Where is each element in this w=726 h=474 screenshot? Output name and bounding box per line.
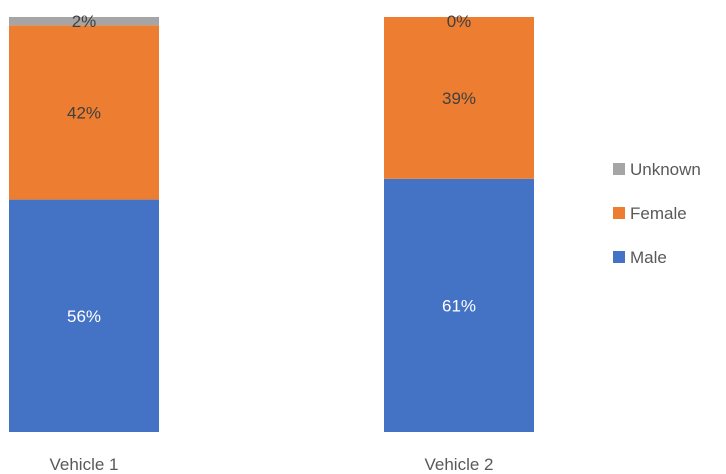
bar-female-vehicle-2	[384, 17, 534, 179]
plot-area: 56% 42% 2% 61% 39% 0%	[9, 12, 534, 432]
bar-female-vehicle-1	[9, 25, 159, 200]
legend-swatch-unknown	[613, 163, 625, 175]
legend: Unknown Female Male	[613, 160, 701, 267]
data-label-male-vehicle-1: 56%	[67, 307, 101, 326]
x-tick-label-vehicle-1: Vehicle 1	[50, 455, 119, 474]
data-label-male-vehicle-2: 61%	[442, 296, 476, 315]
data-label-female-vehicle-2: 39%	[442, 89, 476, 108]
x-axis: Vehicle 1 Vehicle 2	[50, 455, 494, 474]
legend-label-male: Male	[630, 248, 667, 267]
x-tick-label-vehicle-2: Vehicle 2	[425, 455, 494, 474]
bar-male-vehicle-2	[384, 178, 534, 432]
data-label-female-vehicle-1: 42%	[67, 103, 101, 122]
legend-swatch-female	[613, 207, 625, 219]
legend-label-unknown: Unknown	[630, 160, 701, 179]
bar-unknown-vehicle-1	[9, 17, 159, 26]
data-label-unknown-vehicle-1: 2%	[72, 12, 97, 31]
bar-male-vehicle-1	[9, 199, 159, 432]
data-label-unknown-vehicle-2: 0%	[447, 12, 472, 31]
legend-label-female: Female	[630, 204, 687, 223]
legend-swatch-male	[613, 251, 625, 263]
